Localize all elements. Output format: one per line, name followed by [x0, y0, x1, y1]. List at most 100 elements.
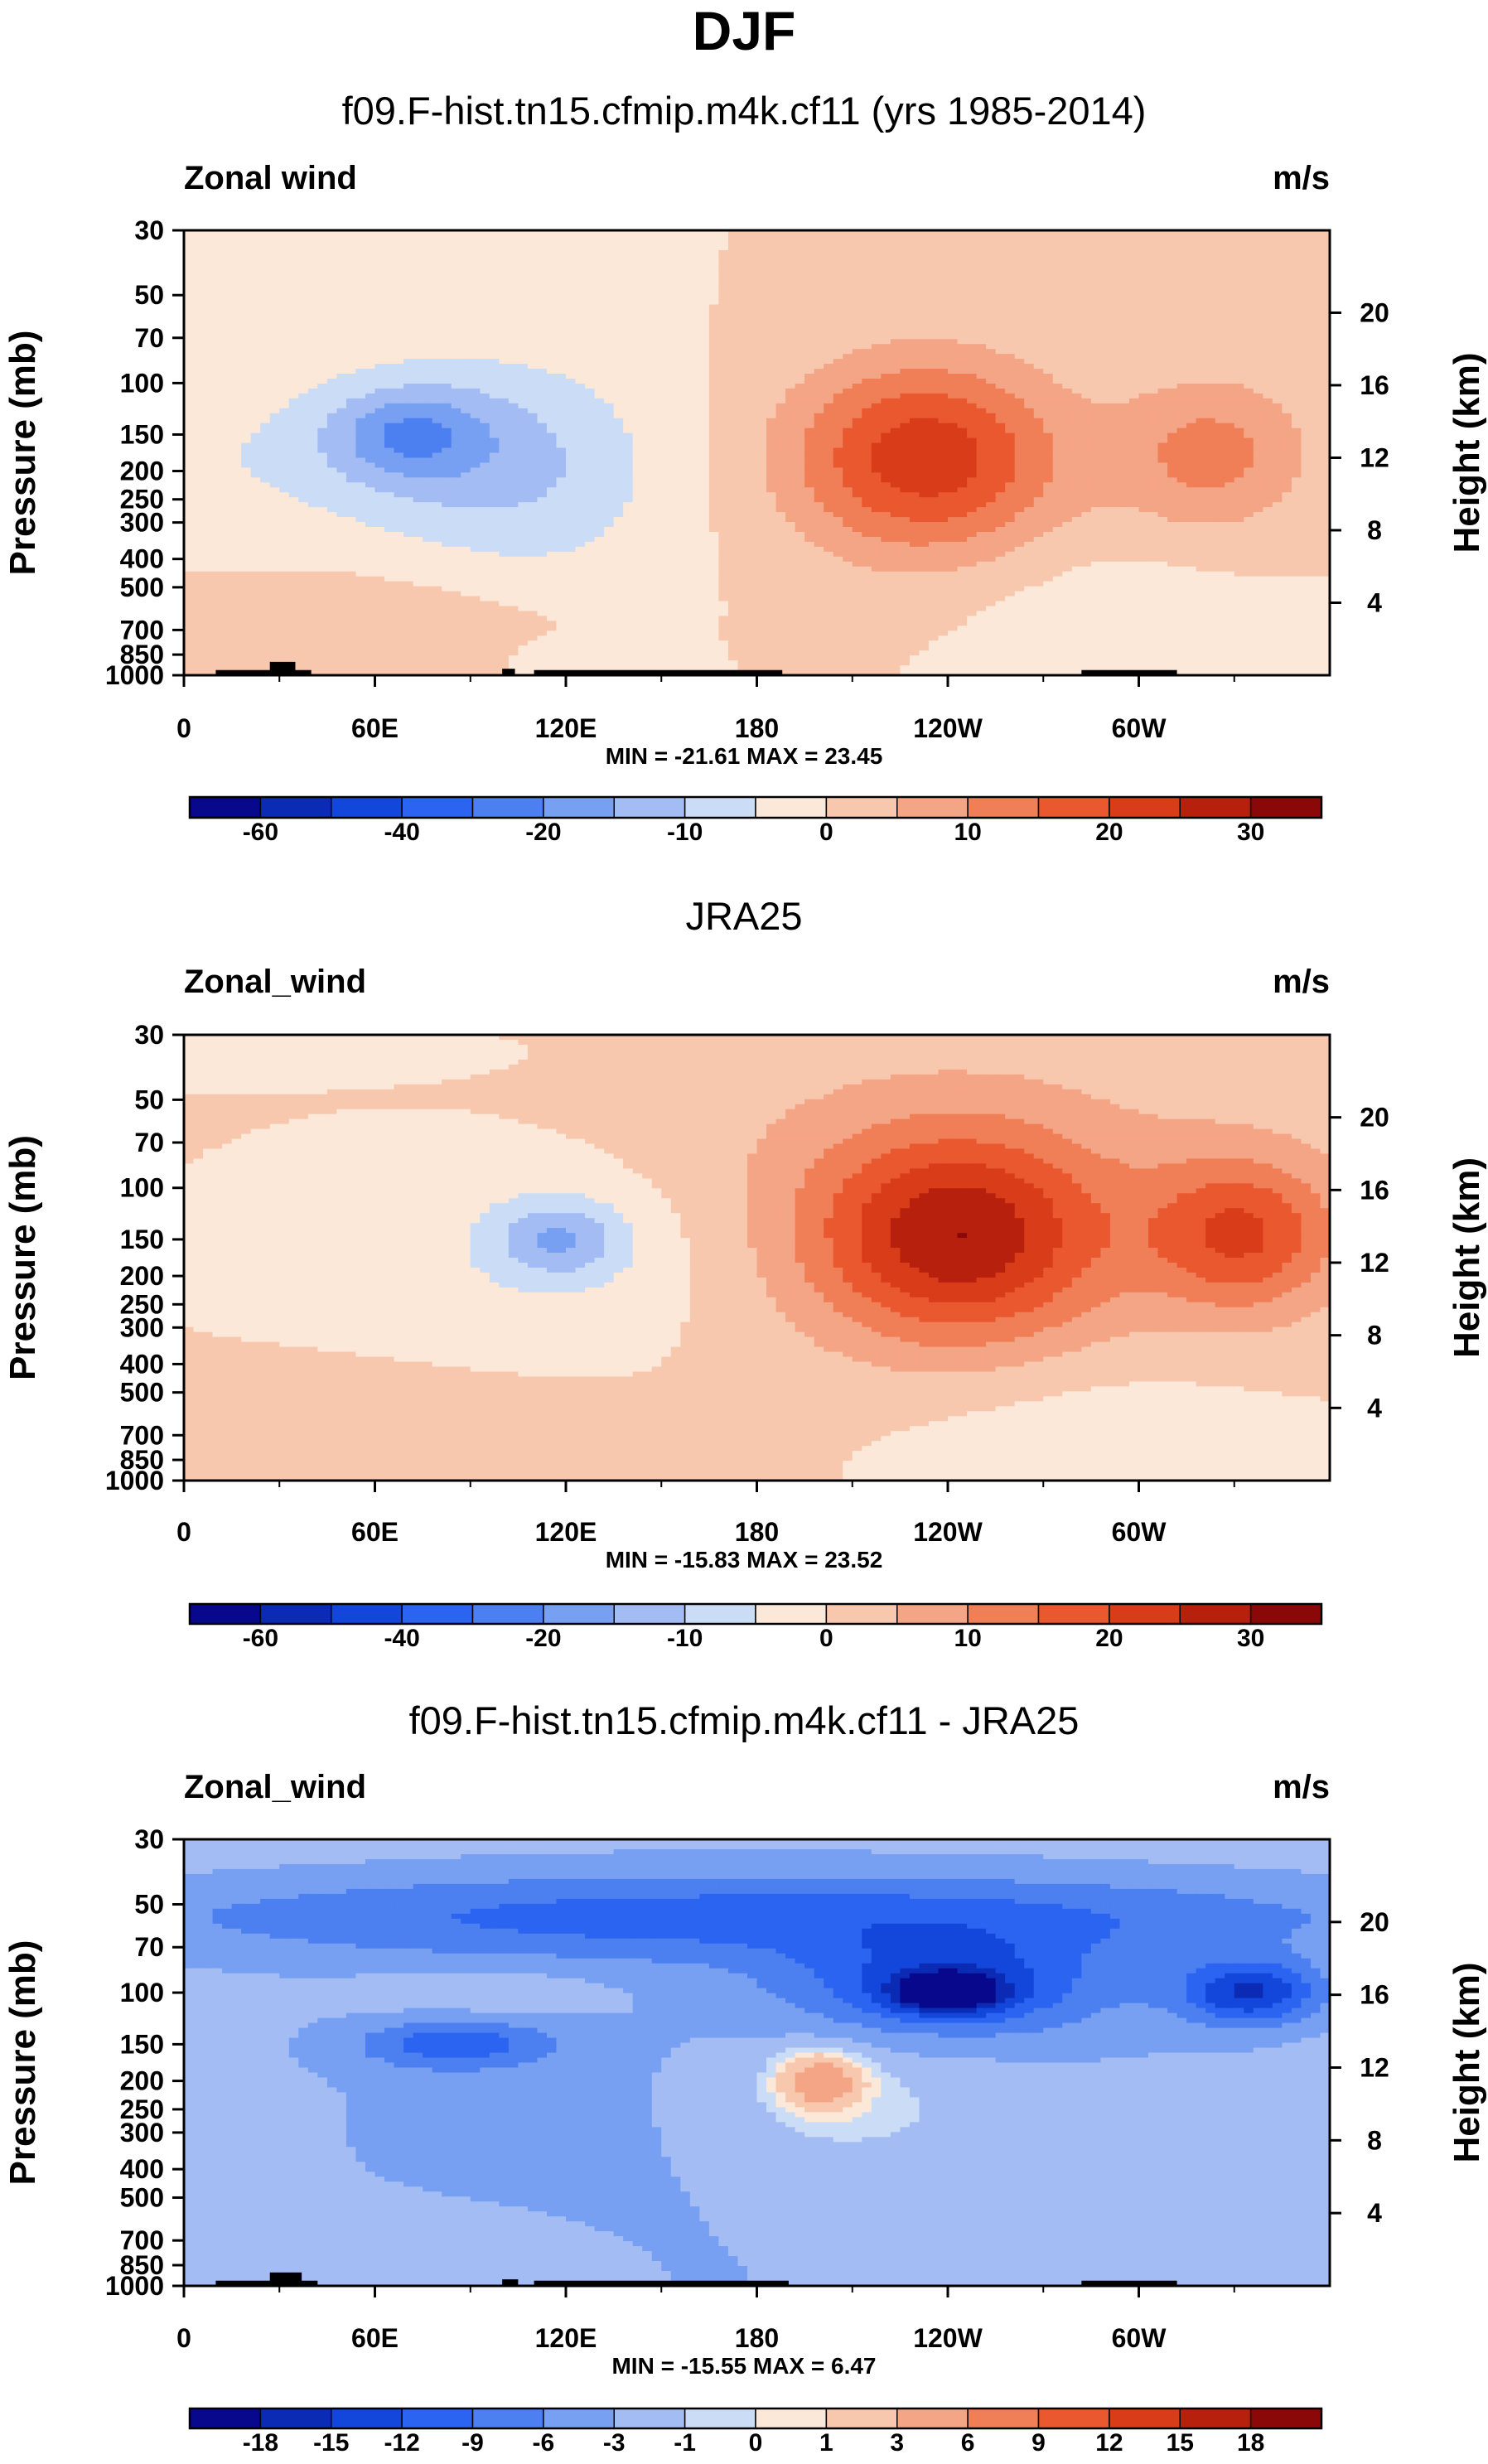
- colorbar-label: -15: [313, 2429, 349, 2457]
- colorbar-label: -6: [533, 2429, 555, 2457]
- longitude-tick-label: 120W: [913, 713, 983, 743]
- height-tick-label: 8: [1367, 1321, 1382, 1350]
- colorbar-frame: [188, 1602, 1323, 1626]
- colorbar-box: [684, 2408, 756, 2429]
- contour-field: [184, 1035, 1330, 1481]
- y2-axis-title: Height (km): [1447, 353, 1487, 553]
- colorbar-box: [331, 2408, 403, 2429]
- colorbar-box: [967, 1603, 1040, 1625]
- colorbar-label: -1: [674, 2429, 696, 2457]
- terrain-block: [269, 2272, 302, 2286]
- colorbar-box: [1037, 1603, 1110, 1625]
- longitude-tick-label: 60W: [1112, 1517, 1167, 1547]
- pressure-tick-label: 500: [120, 1378, 164, 1408]
- terrain-block: [1081, 669, 1177, 675]
- colorbar-label: 1: [819, 2429, 833, 2457]
- colorbar-box: [825, 2408, 898, 2429]
- stats-text: MIN = -15.83 MAX = 23.52: [606, 1547, 883, 1573]
- colorbar-box: [1179, 1603, 1252, 1625]
- colorbar-frame: [188, 795, 1323, 819]
- colorbar-box: [543, 2408, 615, 2429]
- units-label: m/s: [1273, 160, 1330, 196]
- colorbar-box: [825, 796, 898, 819]
- pressure-tick-label: 30: [134, 1020, 164, 1050]
- longitude-tick-label: 180: [735, 713, 779, 743]
- colorbar-label: -10: [667, 1625, 703, 1652]
- colorbar-box: [755, 1603, 828, 1625]
- colorbar-box: [471, 1603, 544, 1625]
- panels: f09.F-hist.tn15.cfmip.m4k.cf11 (yrs 1985…: [2, 89, 1487, 2457]
- y-axis-title: Pressure (mb): [2, 1940, 43, 2186]
- pressure-tick-label: 50: [134, 280, 164, 310]
- colorbar-label: 6: [961, 2429, 975, 2457]
- pressure-tick-label: 700: [120, 1420, 164, 1450]
- variable-label: Zonal_wind: [184, 1769, 366, 1805]
- colorbar-label: 0: [819, 819, 833, 846]
- colorbar-label: -3: [603, 2429, 626, 2457]
- height-tick-label: 12: [1360, 442, 1389, 472]
- colorbar-frame: [188, 2407, 1323, 2430]
- terrain-block: [502, 669, 515, 675]
- panel-3: f09.F-hist.tn15.cfmip.m4k.cf11 - JRA25 Zo…: [2, 1698, 1487, 2457]
- longitude-tick-label: 60W: [1112, 713, 1167, 743]
- pressure-tick-label: 700: [120, 615, 164, 645]
- colorbar-box: [1109, 1603, 1181, 1625]
- colorbar-label: 0: [819, 1625, 833, 1652]
- terrain-block: [1081, 2280, 1177, 2286]
- pressure-tick-label: 70: [134, 1128, 164, 1157]
- pressure-tick-label: 100: [120, 368, 164, 398]
- height-tick-label: 20: [1360, 297, 1389, 327]
- longitude-tick-label: 60E: [351, 713, 399, 743]
- colorbar-box: [896, 2408, 969, 2429]
- pressure-tick-label: 50: [134, 1085, 164, 1114]
- colorbar-box: [259, 2408, 332, 2429]
- colorbar-box: [613, 796, 686, 819]
- colorbar-label: -60: [243, 819, 278, 846]
- colorbar-box: [471, 2408, 544, 2429]
- terrain-block: [502, 2279, 519, 2286]
- height-tick-label: 20: [1360, 1103, 1389, 1133]
- colorbar-box: [684, 796, 756, 819]
- colorbar: -60 -40 -20 -10 0 10 20 30: [188, 795, 1323, 846]
- pressure-tick-label: 500: [120, 2182, 164, 2212]
- longitude-tick-label: 0: [176, 1517, 191, 1547]
- colorbar-box: [613, 2408, 686, 2429]
- pressure-tick-label: 50: [134, 1890, 164, 1920]
- pressure-tick-label: 150: [120, 1225, 164, 1254]
- colorbar-box: [967, 2408, 1040, 2429]
- longitude-tick-label: 60E: [351, 2323, 399, 2353]
- colorbar-box: [331, 796, 403, 819]
- y2-axis-title: Height (km): [1447, 1157, 1487, 1358]
- panel-subtitle: f09.F-hist.tn15.cfmip.m4k.cf11 - JRA25: [409, 1698, 1080, 1742]
- colorbar-box: [401, 796, 474, 819]
- colorbar-label: -40: [384, 819, 419, 846]
- colorbar-label: 30: [1237, 819, 1264, 846]
- colorbar-box: [1037, 2408, 1110, 2429]
- pressure-tick-label: 150: [120, 419, 164, 449]
- colorbar: -18 -15 -12 -9 -6 -3 -1 0 1 3 6 9 12 15 18: [188, 2407, 1323, 2457]
- colorbar-label: 9: [1031, 2429, 1046, 2457]
- longitude-tick-label: 120E: [535, 713, 597, 743]
- height-tick-label: 12: [1360, 2052, 1389, 2082]
- pressure-tick-label: 850: [120, 2250, 164, 2280]
- colorbar-box: [896, 1603, 969, 1625]
- contour-field: [184, 1839, 1330, 2286]
- height-tick-label: 8: [1367, 515, 1382, 545]
- longitude-tick-label: 0: [176, 2323, 191, 2353]
- colorbar-label: -18: [243, 2429, 278, 2457]
- variable-label: Zonal_wind: [184, 964, 366, 1000]
- units-label: m/s: [1273, 964, 1330, 1000]
- colorbar-label: -9: [461, 2429, 484, 2457]
- colorbar-label: 3: [890, 2429, 904, 2457]
- pressure-tick-label: 70: [134, 323, 164, 353]
- colorbar-label: -12: [384, 2429, 419, 2457]
- colorbar-box: [331, 1603, 403, 1625]
- stats-text: MIN = -21.61 MAX = 23.45: [606, 743, 883, 769]
- height-tick-label: 16: [1360, 1175, 1389, 1205]
- colorbar-label: 30: [1237, 1625, 1264, 1652]
- pressure-tick-label: 30: [134, 1824, 164, 1854]
- height-tick-label: 8: [1367, 2125, 1382, 2155]
- longitude-tick-label: 120E: [535, 2323, 597, 2353]
